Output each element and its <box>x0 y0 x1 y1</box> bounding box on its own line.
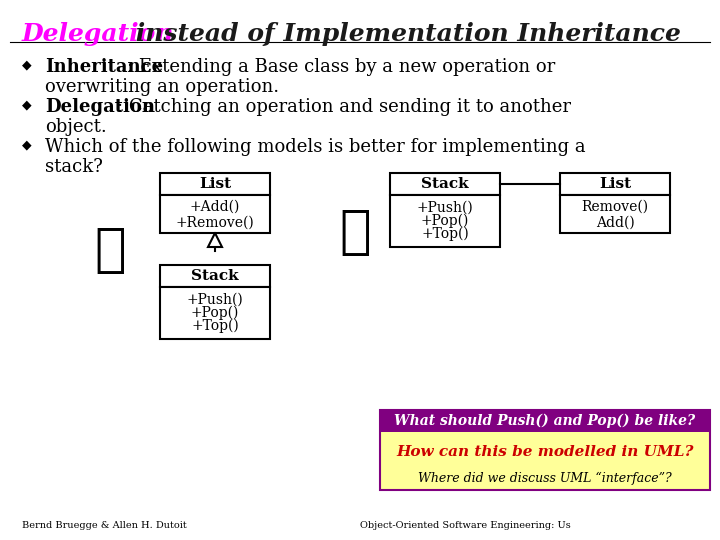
Text: Inheritance: Inheritance <box>45 58 163 76</box>
Text: ◆: ◆ <box>22 138 32 151</box>
FancyBboxPatch shape <box>560 173 670 195</box>
FancyBboxPatch shape <box>160 265 270 287</box>
Text: Delegation: Delegation <box>22 22 174 46</box>
FancyBboxPatch shape <box>560 195 670 233</box>
Text: +Pop(): +Pop() <box>420 214 469 228</box>
Text: ◆: ◆ <box>22 98 32 111</box>
Text: +Push(): +Push() <box>417 201 473 215</box>
Text: Delegation: Delegation <box>45 98 155 116</box>
Polygon shape <box>208 233 222 247</box>
Text: ◆: ◆ <box>22 58 32 71</box>
Text: Bernd Bruegge & Allen H. Dutoit: Bernd Bruegge & Allen H. Dutoit <box>22 521 186 530</box>
Text: Which of the following models is better for implementing a: Which of the following models is better … <box>45 138 585 156</box>
FancyBboxPatch shape <box>160 173 270 195</box>
Text: List: List <box>599 177 631 191</box>
FancyBboxPatch shape <box>390 173 500 195</box>
Text: What should Push() and Pop() be like?: What should Push() and Pop() be like? <box>395 414 696 428</box>
Text: 👍: 👍 <box>339 206 371 258</box>
Text: Object-Oriented Software Engineering: Us: Object-Oriented Software Engineering: Us <box>360 521 571 530</box>
Text: overwriting an operation.: overwriting an operation. <box>45 78 279 96</box>
Text: +Remove(): +Remove() <box>176 216 254 230</box>
Text: Stack: Stack <box>421 177 469 191</box>
Text: +Top(): +Top() <box>191 319 239 333</box>
Text: Add(): Add() <box>595 216 634 230</box>
FancyBboxPatch shape <box>380 410 710 432</box>
Text: instead of Implementation Inheritance: instead of Implementation Inheritance <box>127 22 681 46</box>
Text: How can this be modelled in UML?: How can this be modelled in UML? <box>396 445 693 459</box>
FancyBboxPatch shape <box>160 195 270 233</box>
Text: +Pop(): +Pop() <box>191 306 239 320</box>
FancyBboxPatch shape <box>390 195 500 247</box>
FancyBboxPatch shape <box>380 410 710 490</box>
Text: 👎: 👎 <box>94 224 126 276</box>
FancyBboxPatch shape <box>160 287 270 339</box>
Text: Where did we discuss UML “interface”?: Where did we discuss UML “interface”? <box>418 471 672 484</box>
Text: +Add(): +Add() <box>190 200 240 214</box>
Text: Stack: Stack <box>192 269 239 283</box>
Text: +Push(): +Push() <box>186 293 243 307</box>
Text: object.: object. <box>45 118 107 136</box>
Text: : Catching an operation and sending it to another: : Catching an operation and sending it t… <box>117 98 571 116</box>
Text: : Extending a Base class by a new operation or: : Extending a Base class by a new operat… <box>127 58 555 76</box>
Text: +Top(): +Top() <box>421 227 469 241</box>
Text: stack?: stack? <box>45 158 103 176</box>
Text: Remove(): Remove() <box>582 200 649 214</box>
Text: List: List <box>199 177 231 191</box>
